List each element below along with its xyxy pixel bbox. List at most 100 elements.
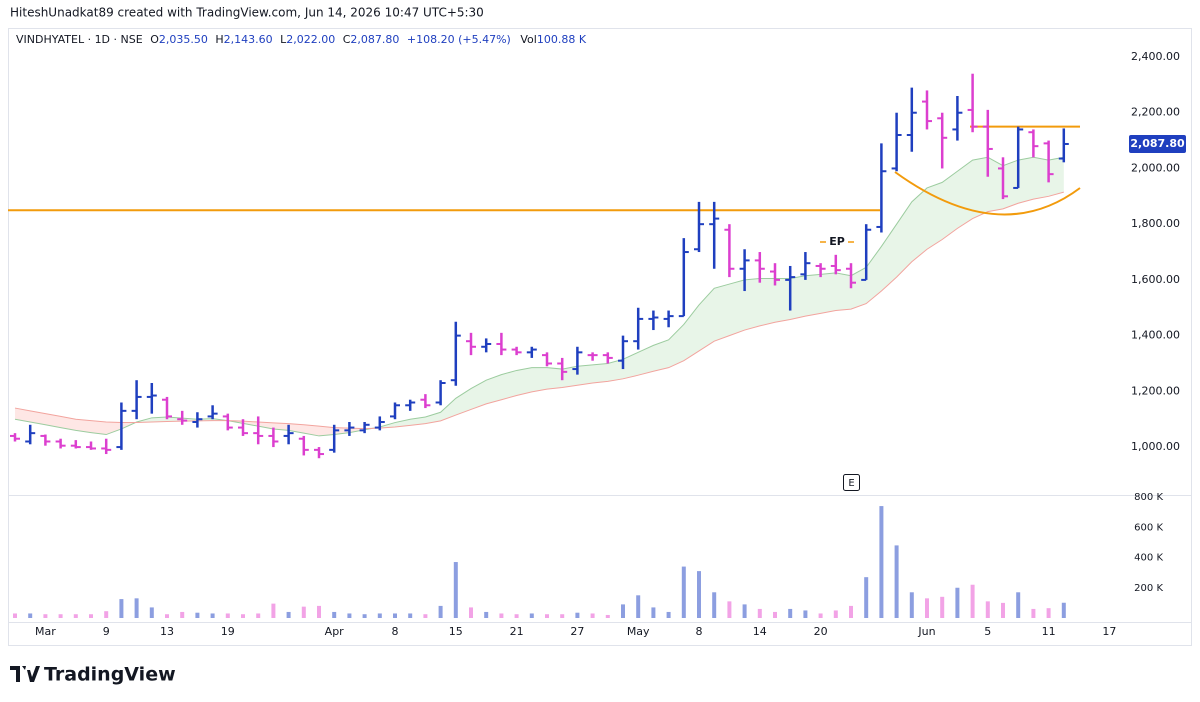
ma-fill <box>303 424 319 436</box>
volume-bar <box>104 611 109 618</box>
x-tick-label: 21 <box>510 625 524 638</box>
event-marker[interactable]: E <box>848 478 854 489</box>
ma-fill <box>759 278 775 326</box>
ma-fill <box>790 275 806 320</box>
y-tick-label: 1,400.00 <box>1131 329 1180 342</box>
event-marker-box[interactable] <box>843 474 860 491</box>
y-tick-label: 2,400.00 <box>1131 50 1180 63</box>
ma-fill <box>653 339 669 372</box>
volume-bar <box>134 598 139 618</box>
volume-bar <box>590 613 595 618</box>
x-tick-label: May <box>627 625 650 638</box>
y-tick-label: 2,200.00 <box>1131 106 1180 119</box>
y-tick-label: 2,000.00 <box>1131 161 1180 174</box>
ma-fill <box>547 367 563 390</box>
volume-bar <box>301 606 306 618</box>
ma-fill <box>273 422 289 431</box>
volume-bar <box>681 566 686 618</box>
volume-bar <box>575 612 580 618</box>
legend-key: Vol <box>520 33 536 46</box>
volume-bar <box>149 607 154 618</box>
ma-fill <box>486 374 502 404</box>
volume-bar <box>362 614 367 618</box>
ma-fill <box>623 352 639 379</box>
moving-average-line <box>14 156 1064 437</box>
volume-bar <box>332 611 337 618</box>
ma-fill <box>714 284 730 342</box>
ma-fill <box>820 272 836 314</box>
y2-tick-label: 200 K <box>1134 583 1163 594</box>
x-tick-label: 17 <box>1102 625 1116 638</box>
ma-fill <box>30 410 46 425</box>
ma-fill <box>15 408 31 422</box>
header: HiteshUnadkat89 created with TradingView… <box>10 6 484 20</box>
volume-bar <box>241 614 245 618</box>
ma-fill <box>972 157 988 219</box>
volume-bar <box>1061 602 1066 618</box>
legend-value: 2,022.00 <box>286 33 335 46</box>
volume-bar <box>955 587 960 618</box>
legend-symbol: VINDHYATEL · 1D · NSE <box>16 33 143 46</box>
ma-fill <box>835 272 851 311</box>
volume-bar <box>165 614 169 618</box>
volume-bar <box>499 613 504 618</box>
volume-bar <box>560 614 565 618</box>
ma-fill <box>516 367 532 396</box>
ma-fill <box>851 267 867 310</box>
volume-bar <box>803 610 808 618</box>
ma-fill <box>775 278 791 323</box>
volume-bar <box>423 614 428 618</box>
volume-bar <box>317 605 321 618</box>
volume-bar <box>773 611 777 618</box>
volume-bar <box>545 614 549 618</box>
x-tick-label: Jun <box>917 625 935 638</box>
volume-bar <box>985 601 990 618</box>
volume-bar <box>438 605 443 618</box>
ma-fill <box>319 426 335 436</box>
logo-icon <box>10 666 40 682</box>
volume-bar <box>879 506 884 618</box>
last-price-box <box>1129 134 1186 153</box>
legend-key: O <box>150 33 159 46</box>
x-tick-label: 9 <box>103 625 110 638</box>
x-tick-label: 8 <box>696 625 703 638</box>
volume-bar <box>58 614 63 618</box>
legend-key: C <box>343 33 351 46</box>
volume-bar <box>742 604 747 618</box>
ma-fill <box>638 345 654 376</box>
ma-fill <box>91 420 107 435</box>
volume-bar <box>621 604 625 618</box>
ma-fill <box>1003 160 1019 209</box>
ma-fill <box>106 421 122 435</box>
ma-fill <box>1033 157 1049 200</box>
chart-frame <box>8 28 1192 646</box>
volume-bar <box>788 608 793 618</box>
ma-fill <box>425 412 441 424</box>
cup-drawing <box>894 171 1081 216</box>
ma-fill <box>1048 157 1064 197</box>
volume-bar <box>529 613 534 618</box>
ma-fill <box>501 370 517 400</box>
volume-bar <box>1046 608 1051 618</box>
ma-fill <box>440 398 456 421</box>
volume-bar <box>1001 602 1005 618</box>
moving-average-line <box>14 191 1064 430</box>
ma-fill <box>911 187 927 262</box>
legend-key: H <box>215 33 223 46</box>
ma-fill <box>531 367 547 392</box>
ma-fill <box>805 274 821 317</box>
y2-tick-label: 800 K <box>1134 492 1163 503</box>
x-tick-label: 15 <box>449 625 463 638</box>
legend-value: 2,087.80 <box>350 33 399 46</box>
legend: VINDHYATEL · 1D · NSE O2,035.50 H2,143.6… <box>16 33 587 46</box>
y2-tick-label: 400 K <box>1134 553 1163 564</box>
volume-bar <box>605 614 610 618</box>
volume-bar <box>256 613 261 618</box>
volume-bar <box>1016 592 1021 618</box>
volume-bar <box>180 611 185 618</box>
ma-fill <box>45 413 61 428</box>
ma-fill <box>668 324 684 368</box>
x-tick-label: 14 <box>753 625 767 638</box>
volume-bar <box>13 613 17 618</box>
volume-bar <box>73 614 78 618</box>
